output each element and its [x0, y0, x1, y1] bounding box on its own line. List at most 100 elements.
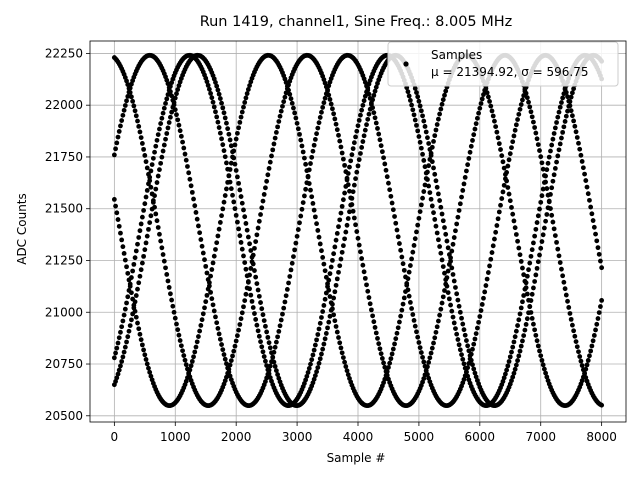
legend-entry-stats: μ = 21394.92, σ = 596.75	[431, 65, 588, 79]
data-point	[294, 233, 300, 239]
x-tick-label: 1000	[160, 430, 191, 444]
data-point	[557, 104, 563, 110]
data-point	[122, 103, 128, 108]
data-point	[319, 315, 324, 320]
data-point	[576, 349, 581, 355]
data-point	[442, 288, 447, 293]
data-point	[321, 261, 327, 267]
data-point	[359, 107, 365, 113]
data-point	[233, 212, 239, 218]
data-point	[394, 330, 400, 336]
data-point	[560, 95, 566, 101]
data-point	[142, 247, 148, 253]
data-point	[481, 295, 486, 301]
data-point	[333, 121, 339, 127]
data-point	[453, 285, 458, 290]
data-point	[137, 331, 143, 337]
data-point	[473, 121, 479, 127]
data-point	[376, 341, 382, 347]
data-point	[133, 314, 139, 320]
data-point	[517, 252, 523, 258]
data-point	[142, 352, 148, 358]
data-point	[561, 279, 567, 285]
data-point	[309, 357, 315, 363]
data-point	[304, 168, 310, 174]
data-point	[204, 79, 210, 85]
data-point	[416, 215, 422, 221]
data-point	[440, 294, 446, 300]
data-point	[174, 91, 179, 97]
data-point	[177, 128, 183, 134]
data-point	[245, 87, 251, 92]
data-point	[386, 365, 391, 370]
data-point	[259, 344, 265, 350]
data-point	[235, 130, 240, 136]
data-point	[250, 305, 256, 310]
data-point	[182, 357, 188, 363]
data-point	[144, 233, 150, 239]
data-point	[270, 355, 276, 360]
data-point	[148, 168, 154, 174]
data-point	[493, 229, 499, 235]
data-point	[454, 331, 460, 337]
data-point	[537, 252, 542, 258]
data-point	[131, 103, 137, 109]
data-point	[311, 142, 317, 148]
data-point	[471, 341, 477, 347]
data-point	[155, 173, 161, 179]
data-point	[443, 88, 449, 94]
data-point	[322, 80, 328, 86]
data-point	[309, 194, 315, 200]
data-point	[213, 79, 218, 85]
data-point	[566, 103, 572, 109]
data-point	[356, 157, 362, 163]
data-point	[526, 99, 531, 105]
data-point	[188, 183, 194, 189]
data-point	[431, 210, 436, 216]
data-point	[330, 301, 335, 307]
data-point	[331, 295, 337, 301]
data-point	[439, 257, 445, 263]
data-point	[351, 182, 357, 188]
y-tick-label: 20500	[45, 409, 83, 423]
data-point	[129, 275, 134, 280]
data-point	[230, 353, 235, 359]
data-point	[414, 90, 419, 95]
data-point	[238, 240, 244, 245]
data-point	[379, 355, 385, 361]
data-point	[507, 151, 513, 157]
data-point	[417, 139, 423, 145]
data-point	[181, 145, 187, 151]
data-point	[336, 269, 341, 275]
data-point	[248, 292, 254, 298]
data-point	[431, 138, 436, 144]
data-point	[247, 83, 252, 88]
data-point	[209, 95, 215, 101]
data-point	[534, 338, 540, 344]
data-point	[138, 267, 144, 273]
data-point	[550, 178, 556, 184]
data-point	[312, 373, 318, 379]
data-point	[371, 92, 377, 98]
data-point	[294, 120, 300, 126]
data-point	[282, 94, 288, 100]
data-point	[453, 326, 458, 332]
data-point	[498, 147, 503, 152]
data-point	[414, 122, 419, 128]
data-point	[573, 339, 579, 344]
data-point	[540, 362, 546, 368]
data-point	[148, 213, 154, 219]
data-point	[541, 225, 547, 231]
data-point	[295, 227, 301, 232]
data-point	[386, 180, 391, 186]
data-point	[479, 302, 485, 307]
data-point	[427, 147, 433, 152]
data-point	[561, 124, 567, 130]
data-point	[220, 142, 226, 148]
data-point	[500, 189, 506, 195]
data-point	[532, 327, 538, 333]
data-point	[461, 181, 467, 187]
data-point	[559, 100, 564, 105]
data-point	[521, 293, 527, 298]
data-point	[390, 207, 396, 213]
